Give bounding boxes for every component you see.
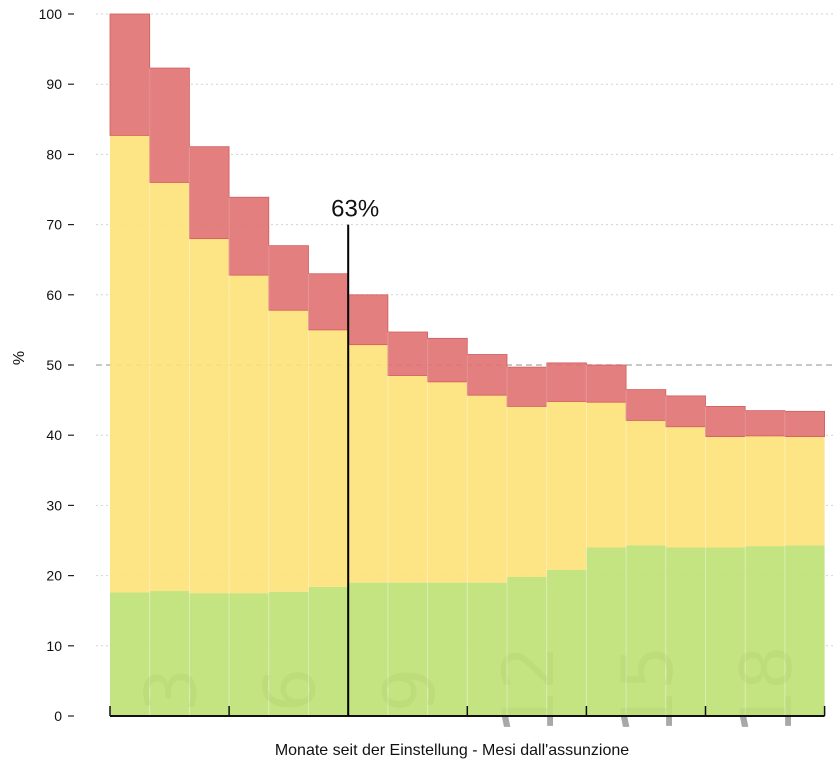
bar-segment xyxy=(427,381,468,583)
bar-segment xyxy=(546,401,587,570)
y-tick-label: 50 xyxy=(46,357,62,373)
bar-segment xyxy=(268,591,309,716)
bar-segment xyxy=(705,406,746,438)
bar-segment xyxy=(387,375,428,583)
bar-segment xyxy=(229,593,269,716)
y-axis-title: % xyxy=(11,351,28,365)
y-tick-label: 60 xyxy=(46,287,62,303)
bar-segment xyxy=(348,582,388,716)
bar-segment xyxy=(149,182,190,592)
bar-segment xyxy=(507,406,547,578)
bar-segment xyxy=(626,545,666,716)
bar-segment xyxy=(347,294,389,346)
marker: 63% xyxy=(331,196,379,716)
bar-segment xyxy=(745,546,785,716)
y-tick-label: 90 xyxy=(46,76,62,92)
bar-segment xyxy=(705,436,746,548)
bar-segment xyxy=(744,410,786,437)
bar-segment xyxy=(229,275,269,594)
y-tick-label: 30 xyxy=(46,497,62,513)
bar-segment xyxy=(110,592,150,716)
bar-segment xyxy=(586,364,627,403)
bar-segment xyxy=(546,569,587,716)
bar-segment xyxy=(784,410,826,438)
y-tick-label: 80 xyxy=(46,146,62,162)
y-tick-label: 20 xyxy=(46,568,62,584)
bar-segment xyxy=(507,577,547,716)
bar-segment xyxy=(546,362,587,402)
bar-segment xyxy=(110,135,150,593)
bar-segment xyxy=(745,435,785,547)
bar-segment xyxy=(467,582,507,716)
bar-segment xyxy=(387,331,428,376)
bar-segment xyxy=(665,426,706,548)
bar-segment xyxy=(626,420,666,546)
y-tick-label: 100 xyxy=(39,6,63,22)
bar-segment xyxy=(149,67,190,183)
y-tick-label: 70 xyxy=(46,217,62,233)
y-tick-label: 10 xyxy=(46,638,62,654)
y-tick-label: 0 xyxy=(54,708,62,724)
bar-segment xyxy=(387,582,428,716)
bar-segment xyxy=(149,591,190,716)
bar-segment xyxy=(109,13,151,136)
bar-segment xyxy=(665,547,706,716)
bar-segment xyxy=(268,245,309,311)
bar-segment xyxy=(268,310,309,592)
bar-segment xyxy=(308,329,349,587)
bar-segment xyxy=(188,146,230,240)
bar-segment xyxy=(586,402,627,548)
bar-segment xyxy=(466,354,508,396)
bar-segment xyxy=(467,395,507,583)
bar-segment xyxy=(705,547,746,716)
bar-segment xyxy=(189,238,230,594)
bar-segment xyxy=(784,436,825,546)
y-tick-label: 40 xyxy=(46,427,62,443)
bar-segment xyxy=(586,547,627,716)
bar-segment xyxy=(308,586,349,716)
bar-segment xyxy=(665,395,706,428)
bar-segment xyxy=(427,582,468,716)
bar-segment xyxy=(625,389,667,421)
x-axis-title: Monate seit der Einstellung - Mesi dall'… xyxy=(275,742,629,759)
bar-segment xyxy=(506,366,548,407)
bar-segment xyxy=(784,545,825,716)
bars xyxy=(109,13,826,716)
bar-segment xyxy=(348,344,388,583)
bar-segment xyxy=(427,337,468,383)
bar-segment xyxy=(228,196,270,276)
marker-label: 63% xyxy=(331,196,379,223)
y-axis: 0 10 20 30 40 50 60 70 80 90 100 xyxy=(39,6,74,724)
bar-segment xyxy=(189,593,230,716)
bar-segment xyxy=(308,273,349,331)
